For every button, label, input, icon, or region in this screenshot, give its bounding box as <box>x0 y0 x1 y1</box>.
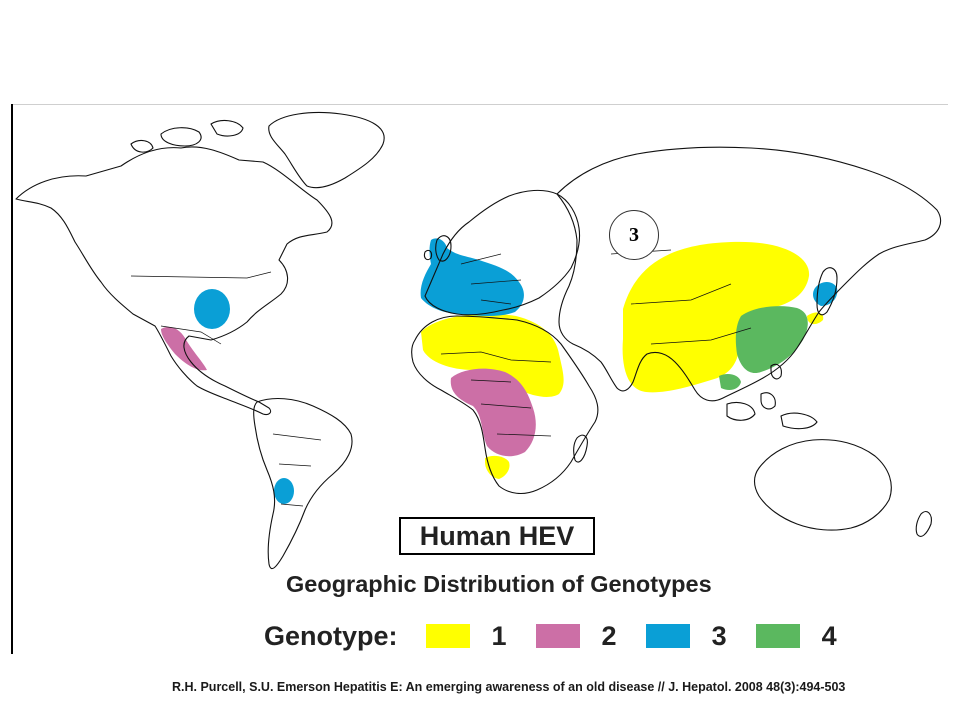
zone-genotype-3-europe <box>420 238 524 316</box>
japan-outline <box>816 267 838 316</box>
citation-text: R.H. Purcell, S.U. Emerson Hepatitis E: … <box>172 680 846 694</box>
south-america-borders <box>272 433 322 507</box>
legend-swatch-genotype-1 <box>425 624 470 648</box>
map-subtitle: Geographic Distribution of Genotypes <box>286 571 712 597</box>
zone-genotype-4-southeast-asia <box>719 374 741 390</box>
europe-outline <box>424 189 581 316</box>
legend-swatch-genotype-4 <box>755 624 800 648</box>
us-canada-border <box>130 271 272 279</box>
australia-outline <box>753 439 892 531</box>
world-map-panel <box>11 104 948 654</box>
legend-label: Genotype: <box>264 620 398 651</box>
zone-genotype-3-argentina <box>274 478 294 504</box>
north-america-outline <box>15 146 333 416</box>
legend-label-genotype-4: 4 <box>821 620 837 651</box>
arctic-islands-outline <box>130 119 244 153</box>
map-left-rule <box>11 104 13 654</box>
africa-borders <box>440 351 552 437</box>
new-zealand-outline <box>915 511 932 537</box>
map-title: Human HEV <box>399 517 595 555</box>
legend-swatch-genotype-3 <box>645 624 690 648</box>
zone-genotype-3-japan <box>813 282 838 306</box>
legend-item-genotype-3: 3 <box>645 620 727 652</box>
genotype-legend: Genotype: 1 2 3 4 <box>264 618 837 654</box>
legend-item-genotype-4: 4 <box>755 620 837 652</box>
europe-borders <box>460 253 522 305</box>
zone-genotype-4-east-asia <box>735 306 808 374</box>
greenland-outline <box>268 111 385 189</box>
genotype-3-circle-label: 3 <box>609 210 659 260</box>
zone-genotype-1-asia <box>622 241 810 393</box>
legend-item-genotype-2: 2 <box>535 620 617 652</box>
world-map <box>15 111 942 570</box>
legend-item-genotype-1: 1 <box>425 620 507 652</box>
southeast-asia-islands-outline <box>726 363 818 430</box>
asia-outline <box>556 146 942 402</box>
africa-outline <box>411 315 599 495</box>
south-america-outline <box>253 397 353 570</box>
legend-swatch-genotype-2 <box>535 624 580 648</box>
legend-label-genotype-1: 1 <box>491 620 507 651</box>
us-mexico-border <box>160 325 222 345</box>
legend-label-genotype-3: 3 <box>711 620 727 651</box>
genotype-zones <box>161 238 838 504</box>
madagascar-outline <box>573 434 588 463</box>
zone-genotype-1-southwest-africa <box>485 455 510 479</box>
british-isles-outline <box>423 235 452 262</box>
zone-genotype-3-usa <box>194 289 230 329</box>
continent-outlines <box>15 111 942 570</box>
country-borders <box>130 249 752 507</box>
map-top-rule <box>11 104 948 105</box>
legend-label-genotype-2: 2 <box>601 620 617 651</box>
